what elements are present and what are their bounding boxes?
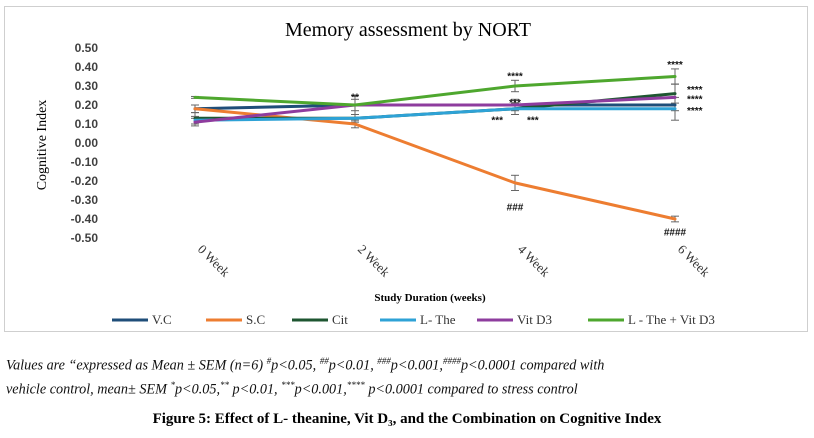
x-tick-label: 4 Week (515, 242, 553, 280)
y-tick-label: -0.20 (71, 174, 99, 188)
caption-sup: ### (377, 356, 391, 366)
legend-label: L - The + Vit D3 (628, 312, 715, 327)
caption-sup: # (266, 356, 272, 366)
caption-sup: *** (281, 379, 295, 390)
series-line (193, 75, 677, 107)
legend-label: S.C (246, 312, 265, 327)
legend-label: V.C (152, 312, 172, 327)
series-line (193, 95, 677, 124)
caption-text: p<0.05, (174, 381, 220, 398)
significance-mark: *** (527, 115, 539, 126)
line-chart: Memory assessment by NORT Cognitive Inde… (35, 19, 715, 327)
y-tick-label: 0.30 (75, 79, 99, 93)
y-tick-label: 0.00 (75, 136, 99, 150)
caption-sup: #### (442, 356, 461, 366)
caption-sup: * (170, 379, 175, 390)
caption-text: p<0.001, (390, 357, 443, 374)
chart-frame (4, 6, 808, 332)
caption-text: Values are “expressed as Mean ± SEM (n=6… (6, 357, 267, 374)
y-tick-label: 0.20 (75, 98, 99, 112)
caption-text: p<0.001, (294, 381, 347, 398)
significance-mark: **** (687, 106, 703, 117)
series-line (193, 107, 677, 122)
caption-note: Values are “expressed as Mean ± SEM (n=6… (6, 352, 808, 399)
chart-title: Memory assessment by NORT (285, 19, 531, 41)
figure-title: Figure 5: Effect of L- theanine, Vit D₃,… (152, 411, 662, 427)
y-tick-label: 0.10 (75, 117, 99, 131)
legend: V.C S.C Cit L- The Vit D3 L - The + Vit D3 (112, 312, 715, 327)
significance-mark: *** (491, 115, 503, 126)
significance-mark: *** (509, 98, 521, 109)
caption-text: p<0.05, (271, 357, 320, 374)
error-bars (191, 68, 679, 223)
series-line (193, 107, 677, 221)
significance-mark: **** (687, 85, 703, 96)
series-lines (193, 75, 677, 221)
x-axis-ticks: 0 Week 2 Week 4 Week 6 Week (195, 242, 713, 280)
legend-label: L- The (420, 312, 456, 327)
x-tick-label: 0 Week (195, 242, 233, 280)
caption-sup: **** (346, 379, 365, 390)
significance-mark: ** (351, 92, 359, 103)
y-tick-label: -0.30 (71, 193, 99, 207)
y-tick-label: -0.10 (71, 155, 99, 169)
y-axis-label: Cognitive Index (35, 100, 50, 191)
significance-mark: **** (687, 94, 703, 105)
caption-text: vehicle control, mean± SEM (6, 381, 171, 398)
significance-mark: **** (667, 60, 683, 71)
legend-label: Vit D3 (517, 312, 552, 327)
significance-mark: **** (507, 72, 523, 83)
y-axis-ticks: 0.50 0.40 0.30 0.20 0.10 0.00 -0.10 -0.20 -0.30 -… (71, 41, 99, 245)
y-tick-label: 0.50 (75, 41, 99, 55)
y-tick-label: -0.50 (71, 231, 99, 245)
caption-text: p<0.0001 compared with (460, 357, 605, 374)
x-tick-label: 6 Week (675, 242, 713, 280)
y-tick-label: 0.40 (75, 60, 99, 74)
caption-text: p<0.0001 compared to stress control (364, 381, 578, 398)
caption-sup: ** (220, 379, 229, 390)
caption-text: p<0.01, (328, 357, 378, 374)
caption-text: p<0.01, (229, 381, 282, 398)
significance-annotations: ************ ***###****************#### (351, 60, 703, 238)
significance-mark: #### (664, 227, 687, 238)
legend-label: Cit (332, 312, 348, 327)
x-axis-label: Study Duration (weeks) (374, 292, 486, 304)
y-tick-label: -0.40 (71, 212, 99, 226)
significance-mark: ### (507, 203, 524, 214)
caption-sup: ## (319, 356, 329, 366)
x-tick-label: 2 Week (355, 242, 393, 280)
